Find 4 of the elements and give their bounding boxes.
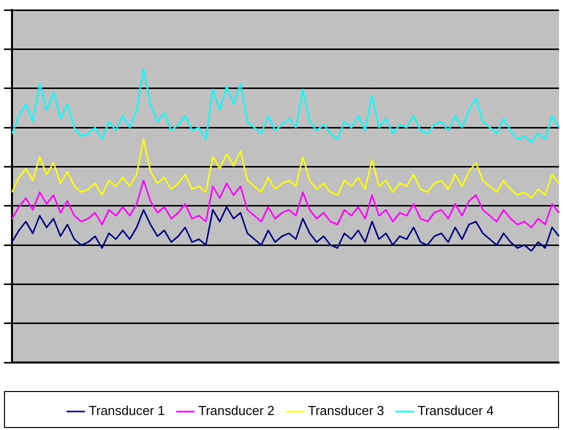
legend-label: Transducer 2 <box>198 403 274 418</box>
legend-label: Transducer 3 <box>308 403 384 418</box>
legend-label: Transducer 4 <box>418 403 494 418</box>
legend-label: Transducer 1 <box>88 403 165 418</box>
